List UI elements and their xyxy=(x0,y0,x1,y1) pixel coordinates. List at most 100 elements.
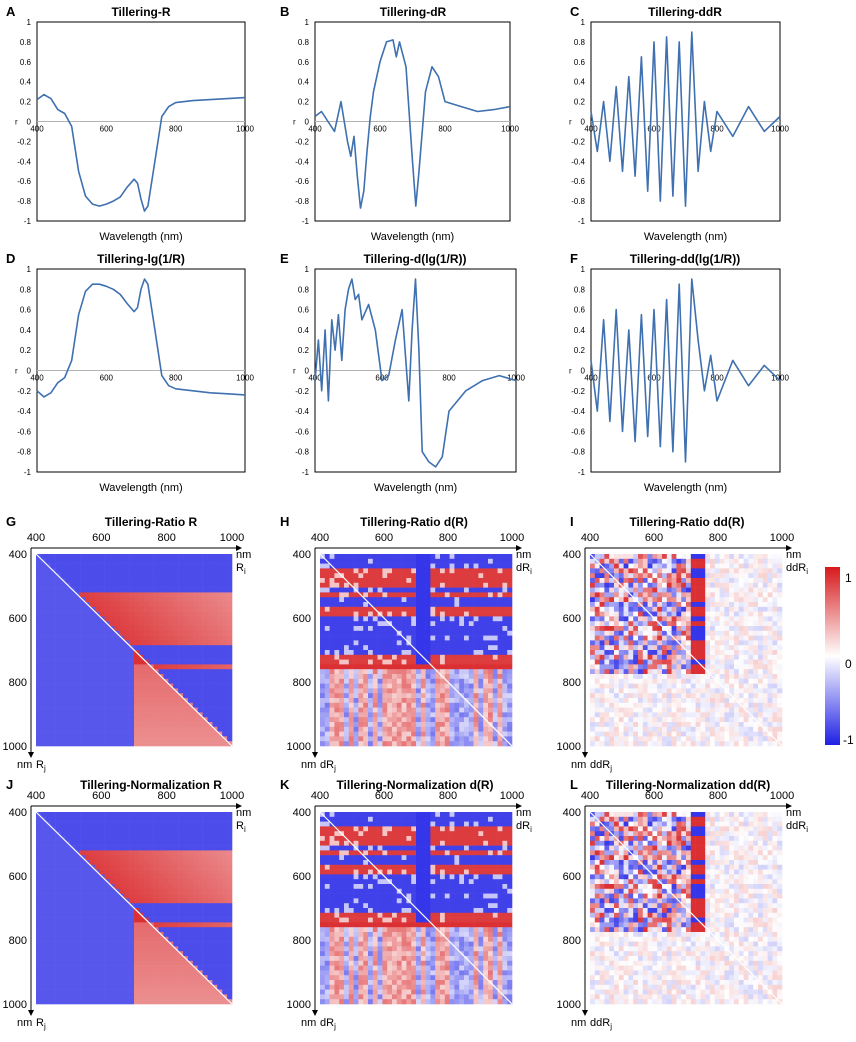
heat-cell xyxy=(497,693,503,699)
heat-cell xyxy=(163,582,169,588)
heat-cell xyxy=(173,606,179,612)
heat-cell xyxy=(363,630,369,636)
y-axis-var-sub: j xyxy=(43,764,46,773)
heat-cell xyxy=(85,683,91,689)
heat-cell xyxy=(329,611,335,617)
heat-cell xyxy=(483,664,489,670)
heat-cell xyxy=(60,616,66,622)
heat-cell xyxy=(459,635,465,641)
heat-cell xyxy=(666,664,672,670)
heat-cell xyxy=(124,664,130,670)
heat-cell xyxy=(320,702,326,708)
heat-cell xyxy=(227,659,233,665)
heat-cell xyxy=(358,678,364,684)
heat-cell xyxy=(344,731,350,737)
heat-cell xyxy=(638,731,644,737)
heat-cell xyxy=(387,736,393,742)
heat-cell xyxy=(638,702,644,708)
heat-cell xyxy=(202,726,208,732)
heat-cell xyxy=(748,659,754,665)
heat-cell xyxy=(671,731,677,737)
heat-cell xyxy=(614,669,620,675)
heat-cell xyxy=(430,650,436,656)
heat-cell xyxy=(767,597,773,603)
heat-cell xyxy=(623,722,629,728)
heat-cell xyxy=(197,587,203,593)
heat-cell xyxy=(614,616,620,622)
heat-cell xyxy=(743,602,749,608)
heat-cell xyxy=(459,731,465,737)
heat-cell xyxy=(124,645,130,651)
heat-cell xyxy=(119,678,125,684)
heat-cell xyxy=(396,563,402,569)
heat-cell xyxy=(36,722,42,728)
heat-cell xyxy=(217,698,223,704)
heat-cell xyxy=(163,707,169,713)
heat-cell xyxy=(657,616,663,622)
heat-cell xyxy=(772,707,778,713)
heat-cell xyxy=(642,621,648,627)
heat-cell xyxy=(628,640,634,646)
heat-cell xyxy=(599,678,605,684)
heat-cell xyxy=(377,568,383,574)
heat-cell xyxy=(590,640,596,646)
heat-cell xyxy=(197,568,203,574)
heat-cell xyxy=(344,669,350,675)
heat-cell xyxy=(227,712,233,718)
heat-cell xyxy=(662,707,668,713)
heat-cell xyxy=(614,587,620,593)
heat-cell xyxy=(320,712,326,718)
heat-cell xyxy=(158,693,164,699)
heat-cell xyxy=(363,722,369,728)
heat-cell xyxy=(324,602,330,608)
heat-cell xyxy=(714,582,720,588)
heat-cell xyxy=(590,587,596,593)
heat-cell xyxy=(599,674,605,680)
heat-cell xyxy=(753,630,759,636)
heat-cell xyxy=(363,717,369,723)
heat-cell xyxy=(488,717,494,723)
heat-cell xyxy=(695,554,701,560)
heat-cell xyxy=(324,688,330,694)
series-line xyxy=(590,31,781,207)
heat-cell xyxy=(738,741,744,747)
heat-cell xyxy=(642,554,648,560)
heat-cell xyxy=(138,683,145,689)
heat-cell xyxy=(227,654,233,660)
heat-cell xyxy=(353,707,359,713)
heat-cell xyxy=(753,731,759,737)
y-tick-label: 800 xyxy=(293,677,311,689)
heat-cell xyxy=(590,669,596,675)
heat-cell xyxy=(594,626,600,632)
heat-cell xyxy=(187,678,194,684)
heat-cell xyxy=(173,635,179,641)
heat-cell xyxy=(492,702,498,708)
heat-cell xyxy=(449,659,455,665)
heat-cell xyxy=(758,630,764,636)
heat-cell xyxy=(320,621,326,627)
heat-cell xyxy=(734,573,740,579)
heat-cell xyxy=(609,568,615,574)
heat-cell xyxy=(334,578,340,584)
heat-cell xyxy=(416,722,422,728)
heat-cell xyxy=(459,702,465,708)
heat-cell xyxy=(104,664,110,670)
heat-cell xyxy=(681,659,687,665)
heat-cell xyxy=(94,688,100,694)
heat-cell xyxy=(65,678,71,684)
heat-cell xyxy=(623,611,629,617)
heat-cell xyxy=(468,722,474,728)
heat-cell xyxy=(473,558,479,564)
heat-cell xyxy=(753,650,759,656)
heat-cell xyxy=(202,702,208,708)
heat-cell xyxy=(767,611,773,617)
heat-cell xyxy=(114,659,120,665)
heat-cell xyxy=(344,606,350,612)
heat-cell xyxy=(192,674,198,680)
heat-cell xyxy=(50,640,56,646)
heat-cell xyxy=(738,645,744,651)
heat-cell xyxy=(440,626,446,632)
heat-cell xyxy=(358,578,364,584)
heat-cell xyxy=(334,669,340,675)
heat-cell xyxy=(401,616,407,622)
